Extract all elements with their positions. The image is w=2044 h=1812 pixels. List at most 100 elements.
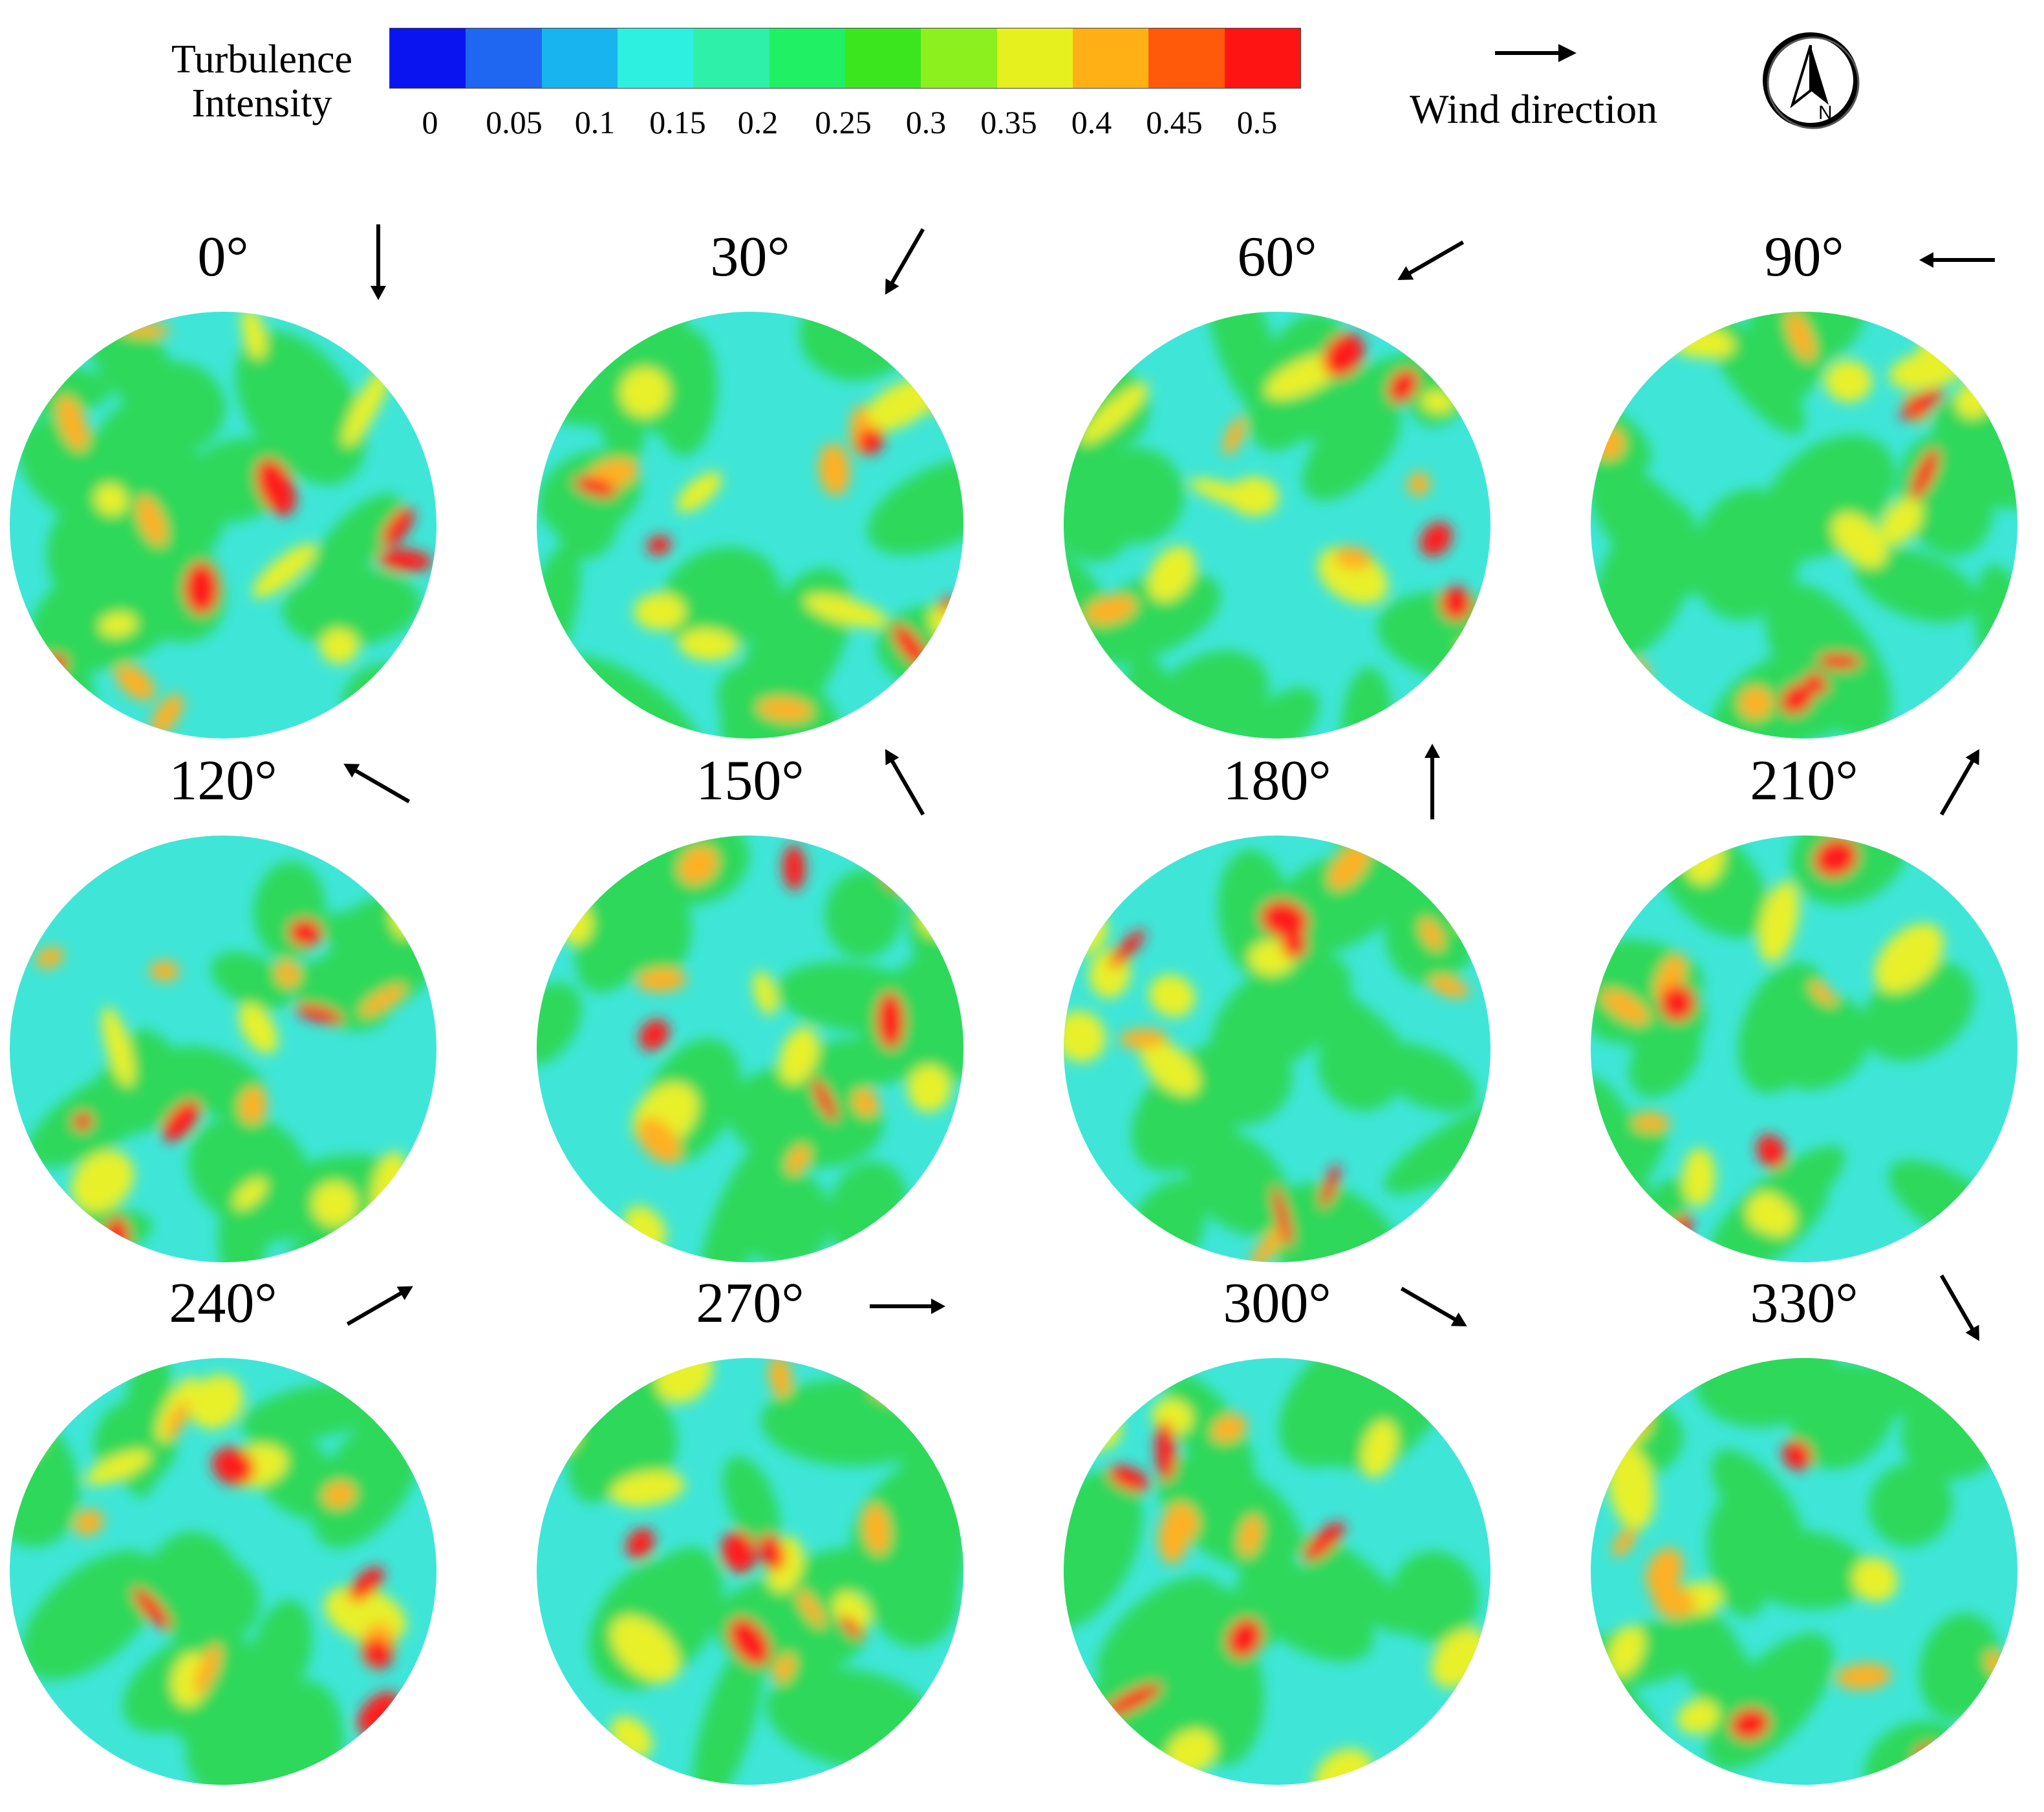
turbulence-region [252,1599,312,1703]
turbulence-region [637,1117,681,1164]
turbulence-map [537,1358,963,1785]
turbulence-region [99,612,137,637]
turbulence-region [791,1038,921,1088]
colorbar-swatch [1148,28,1225,88]
turbulence-region [85,1450,151,1485]
turbulence-region [824,869,903,958]
wind-arrow-icon [346,1286,413,1326]
colorbar-tick-label: 0.45 [1146,104,1203,140]
turbulence-region [1659,985,1695,1022]
turbulence-region [1426,1727,1472,1785]
turbulence-region [678,629,738,661]
turbulence-map [1064,836,1490,1262]
turbulence-region [1683,1148,1716,1207]
colorbar-swatch [1072,28,1149,88]
turbulence-region [678,846,718,885]
turbulence-region [867,456,963,555]
turbulence-region [1601,989,1650,1024]
turbulence-region [210,951,293,1010]
turbulence-region [819,443,850,496]
colorbar [389,28,1301,89]
turbulence-region [1088,448,1185,544]
turbulence-region [1317,1017,1406,1112]
turbulence-region [1782,1440,1813,1471]
panel-angle-label: 0° [197,226,249,288]
turbulence-region [1064,541,1129,666]
turbulence-region [1148,546,1196,602]
turbulence-region [729,1617,771,1666]
turbulence-region [378,549,433,572]
turbulence-map [1591,312,2017,739]
turbulence-region [1282,932,1307,958]
turbulence-region [1875,923,1944,993]
turbulence-region [1979,1192,2017,1233]
turbulence-region [1854,547,1978,623]
turbulence-region [1140,1039,1200,1095]
colorbar-swatch [466,28,542,88]
turbulence-region [769,1358,792,1397]
turbulence-region [610,1615,680,1683]
turbulence-region [186,438,290,523]
turbulence-region [1429,976,1470,998]
turbulence-region [57,396,89,451]
turbulence-region [94,484,127,515]
turbulence-region [620,367,670,417]
turbulence-region [165,1401,189,1439]
turbulence-region [158,1046,267,1117]
turbulence-region [30,557,185,672]
turbulence-region [310,493,403,588]
turbulence-region [639,1019,670,1051]
turbulence-region [1407,472,1430,496]
turbulence-region [812,1078,838,1122]
turbulence-region [1109,929,1145,969]
turbulence-region [1739,687,1772,719]
turbulence-region [1079,383,1149,444]
panel-angle-label: 270° [696,1272,804,1335]
colorbar-tick-label: 0.25 [815,104,872,140]
turbulence-region [1260,900,1309,939]
turbulence-region [1320,1163,1340,1208]
turbulence-region [1956,1718,1992,1778]
turbulence-region [840,1615,863,1639]
turbulence-region [647,535,672,555]
turbulence-region [239,1003,278,1054]
turbulence-region [699,1134,784,1262]
turbulence-region [1328,844,1370,890]
turbulence-region [1786,312,1815,361]
turbulence-region [295,1004,343,1024]
turbulence-region [74,1509,103,1536]
colorbar-tick-label: 0.3 [905,104,947,140]
colorbar-tick-label: 0 [422,104,438,140]
turbulence-region [1064,1470,1143,1630]
turbulence-region [872,1548,959,1648]
turbulence-region [1608,1625,1644,1677]
turbulence-region [1591,500,1698,660]
turbulence-region [211,1447,255,1485]
turbulence-region [634,593,685,631]
wind-arrow-icon [371,224,386,300]
turbulence-region [1817,653,1861,669]
turbulence-region [1739,1529,1870,1610]
turbulence-region [1900,389,1944,420]
turbulence-region [907,1065,951,1112]
wind-arrow-icon [885,749,925,816]
north-label: N [1818,102,1833,124]
colorbar-swatch [921,28,997,88]
turbulence-region [757,697,813,722]
turbulence-region [758,1534,785,1571]
turbulence-region [320,629,358,664]
turbulence-region [363,1638,393,1669]
turbulence-region [1692,488,1802,620]
turbulence-region [70,1150,134,1213]
turbulence-region [1711,1449,1803,1555]
turbulence-region [1300,1535,1412,1634]
turbulence-region [1836,1663,1892,1690]
turbulence-region [1104,1683,1161,1717]
colorbar-swatch [617,28,694,88]
turbulence-region [1832,513,1888,568]
turbulence-region [1758,881,1800,963]
turbulence-map [537,312,963,739]
turbulence-region [1459,640,1483,657]
turbulence-region [786,1145,810,1175]
turbulence-region [1608,1446,1655,1530]
